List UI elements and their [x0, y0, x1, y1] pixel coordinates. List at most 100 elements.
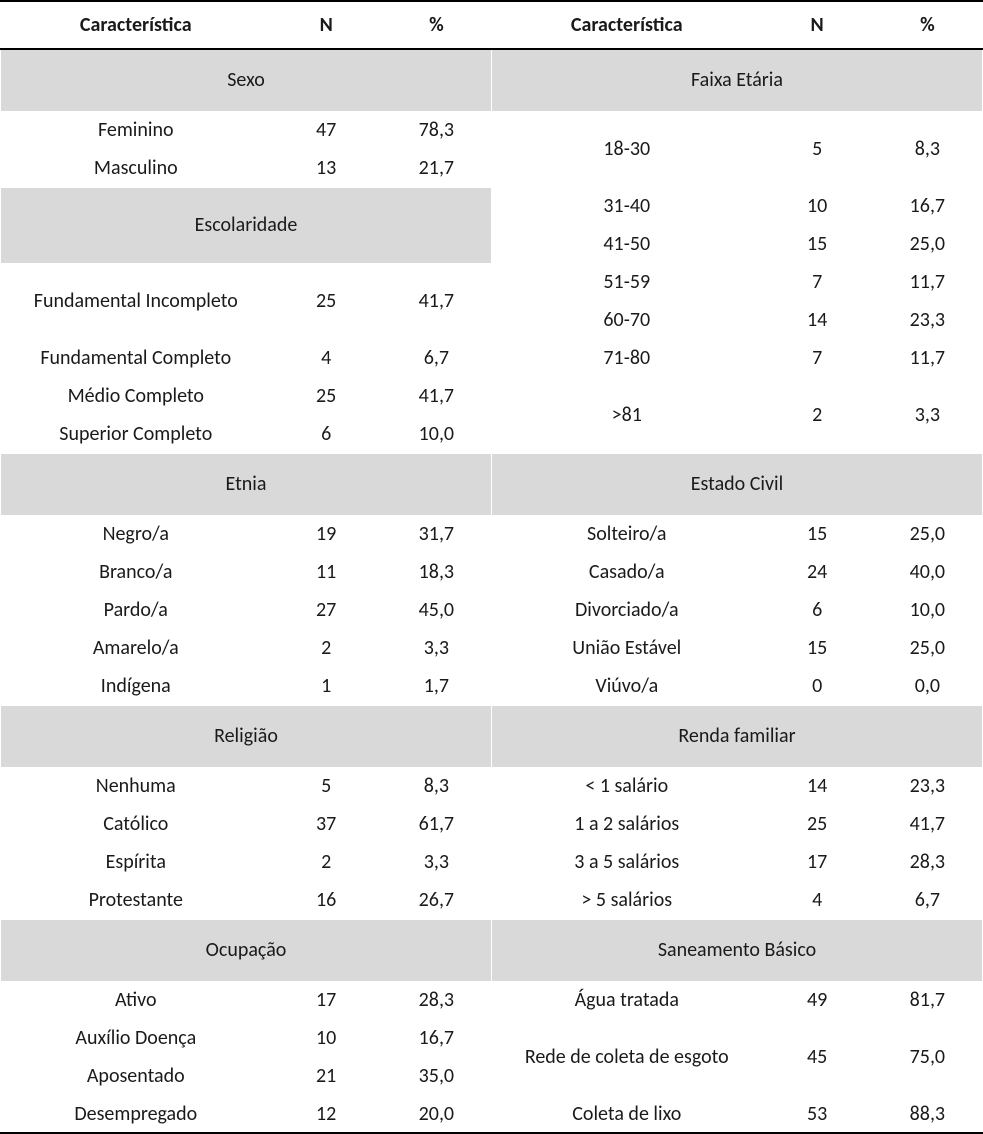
cell-label: Feminino [1, 111, 272, 149]
cell-pct: 25,0 [872, 629, 982, 667]
cell-label: Médio Completo [1, 377, 272, 415]
cell-pct: 16,7 [381, 1019, 491, 1057]
cell-label: 3 a 5 salários [491, 843, 762, 881]
cell-pct: 3,3 [872, 377, 982, 453]
cell-label: Coleta de lixo [491, 1095, 762, 1133]
cell-pct: 61,7 [381, 805, 491, 843]
cell-label: Divorciado/a [491, 591, 762, 629]
cell-label: 1 a 2 salários [491, 805, 762, 843]
section-religiao: Religião [1, 705, 492, 767]
cell-n: 49 [762, 981, 872, 1019]
cell-n: 37 [271, 805, 381, 843]
cell-label: Fundamental Incompleto [1, 263, 272, 339]
cell-n: 21 [271, 1057, 381, 1095]
cell-label: 51-59 [491, 263, 762, 301]
cell-label: 31-40 [491, 187, 762, 225]
table-row: Auxílio Doença 10 16,7 Rede de coleta de… [1, 1019, 983, 1057]
cell-pct: 35,0 [381, 1057, 491, 1095]
cell-n: 25 [762, 805, 872, 843]
cell-label: Amarelo/a [1, 629, 272, 667]
cell-pct: 10,0 [872, 591, 982, 629]
header-right-pct: % [872, 1, 982, 49]
cell-pct: 31,7 [381, 515, 491, 553]
cell-pct: 11,7 [872, 263, 982, 301]
table-row: Médio Completo 25 41,7 >81 2 3,3 [1, 377, 983, 415]
cell-n: 13 [271, 149, 381, 187]
cell-pct: 23,3 [872, 301, 982, 339]
table-row: Fundamental Incompleto 25 41,7 51-59 7 1… [1, 263, 983, 301]
table-row: Indígena 1 1,7 Viúvo/a 0 0,0 [1, 667, 983, 705]
cell-label: Desempregado [1, 1095, 272, 1133]
cell-pct: 0,0 [872, 667, 982, 705]
table-row: Católico 37 61,7 1 a 2 salários 25 41,7 [1, 805, 983, 843]
cell-pct: 25,0 [872, 515, 982, 553]
section-row-sexo-faixa: Sexo Faixa Etária [1, 49, 983, 111]
cell-label: Casado/a [491, 553, 762, 591]
cell-label: Nenhuma [1, 767, 272, 805]
cell-pct: 41,7 [872, 805, 982, 843]
table-row: Ativo 17 28,3 Água tratada 49 81,7 [1, 981, 983, 1019]
cell-n: 27 [271, 591, 381, 629]
cell-pct: 25,0 [872, 225, 982, 263]
cell-label: Branco/a [1, 553, 272, 591]
section-faixa: Faixa Etária [491, 49, 982, 111]
header-left-pct: % [381, 1, 491, 49]
cell-label: 18-30 [491, 111, 762, 187]
cell-label: Viúvo/a [491, 667, 762, 705]
table-row: Negro/a 19 31,7 Solteiro/a 15 25,0 [1, 515, 983, 553]
characteristics-table: Característica N % Característica N % Se… [0, 0, 983, 1134]
cell-n: 24 [762, 553, 872, 591]
cell-pct: 81,7 [872, 981, 982, 1019]
table-row: Desempregado 12 20,0 Coleta de lixo 53 8… [1, 1095, 983, 1133]
cell-n: 17 [271, 981, 381, 1019]
table-row: Nenhuma 5 8,3 < 1 salário 14 23,3 [1, 767, 983, 805]
cell-n: 15 [762, 629, 872, 667]
table-row: Feminino 47 78,3 18-30 5 8,3 [1, 111, 983, 149]
cell-n: 7 [762, 339, 872, 377]
cell-n: 19 [271, 515, 381, 553]
header-left-n: N [271, 1, 381, 49]
cell-pct: 16,7 [872, 187, 982, 225]
table-row: Pardo/a 27 45,0 Divorciado/a 6 10,0 [1, 591, 983, 629]
cell-n: 2 [271, 629, 381, 667]
cell-n: 4 [271, 339, 381, 377]
cell-n: 6 [271, 415, 381, 453]
cell-n: 45 [762, 1019, 872, 1095]
cell-label: > 5 salários [491, 881, 762, 919]
cell-pct: 8,3 [381, 767, 491, 805]
cell-pct: 6,7 [872, 881, 982, 919]
cell-n: 25 [271, 377, 381, 415]
cell-n: 15 [762, 515, 872, 553]
cell-pct: 1,7 [381, 667, 491, 705]
cell-label: Ativo [1, 981, 272, 1019]
cell-pct: 26,7 [381, 881, 491, 919]
cell-pct: 18,3 [381, 553, 491, 591]
cell-n: 2 [762, 377, 872, 453]
section-renda: Renda familiar [491, 705, 982, 767]
table-row: Protestante 16 26,7 > 5 salários 4 6,7 [1, 881, 983, 919]
cell-n: 1 [271, 667, 381, 705]
cell-n: 10 [271, 1019, 381, 1057]
cell-n: 2 [271, 843, 381, 881]
table-row: Espírita 2 3,3 3 a 5 salários 17 28,3 [1, 843, 983, 881]
cell-n: 0 [762, 667, 872, 705]
cell-pct: 8,3 [872, 111, 982, 187]
cell-pct: 75,0 [872, 1019, 982, 1095]
cell-pct: 20,0 [381, 1095, 491, 1133]
cell-pct: 28,3 [872, 843, 982, 881]
cell-label: Espírita [1, 843, 272, 881]
cell-pct: 88,3 [872, 1095, 982, 1133]
cell-n: 6 [762, 591, 872, 629]
section-escolaridade: Escolaridade [1, 187, 492, 263]
cell-pct: 11,7 [872, 339, 982, 377]
cell-pct: 6,7 [381, 339, 491, 377]
cell-n: 16 [271, 881, 381, 919]
cell-pct: 3,3 [381, 629, 491, 667]
section-ocupacao: Ocupação [1, 919, 492, 981]
cell-label: Rede de coleta de esgoto [491, 1019, 762, 1095]
cell-n: 10 [762, 187, 872, 225]
header-row: Característica N % Característica N % [1, 1, 983, 49]
cell-pct: 21,7 [381, 149, 491, 187]
cell-label: Aposentado [1, 1057, 272, 1095]
cell-pct: 28,3 [381, 981, 491, 1019]
